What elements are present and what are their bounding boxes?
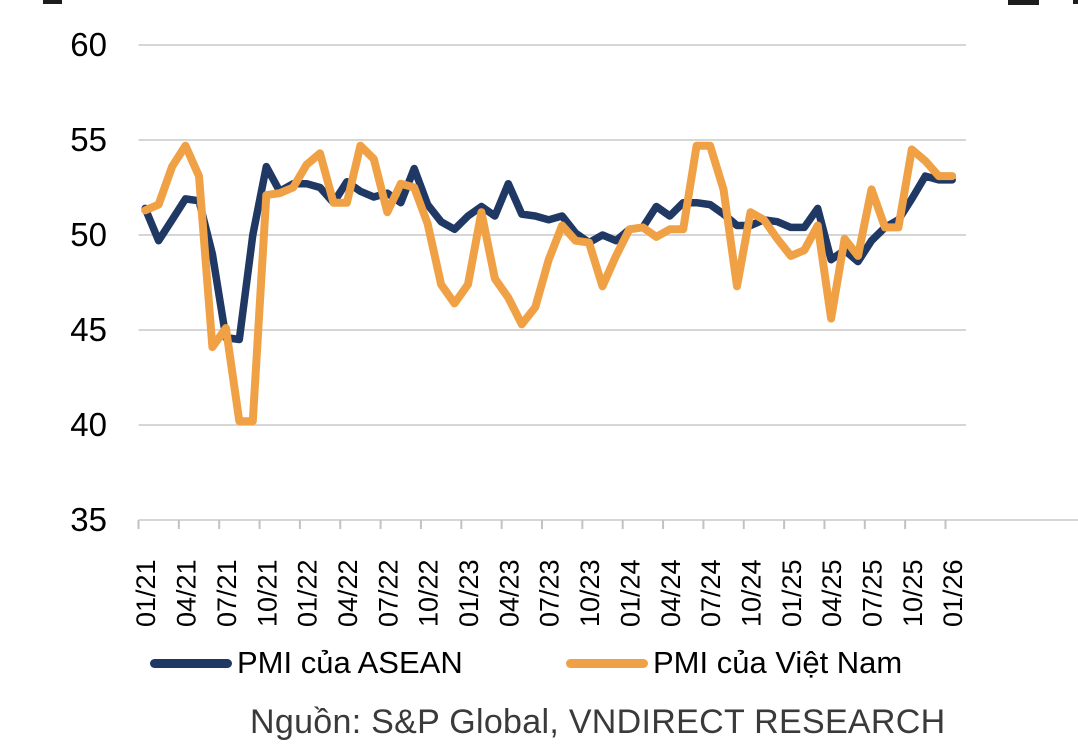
svg-text:04/22: 04/22 bbox=[333, 559, 363, 627]
svg-text:35: 35 bbox=[70, 501, 107, 538]
svg-text:01/23: 01/23 bbox=[454, 559, 484, 627]
pmi-line-chart: 60 55 50 45 40 35 01/21 04/21 07/21 10/21 01/22 04/… bbox=[70, 26, 1078, 627]
svg-text:07/21: 07/21 bbox=[212, 559, 242, 627]
svg-text:10/21: 10/21 bbox=[252, 559, 282, 627]
svg-text:07/22: 07/22 bbox=[373, 559, 403, 627]
svg-text:50: 50 bbox=[70, 216, 107, 253]
legend-label-asean: PMI của ASEAN bbox=[237, 645, 463, 680]
x-axis-ticks bbox=[137, 520, 947, 529]
svg-text:07/25: 07/25 bbox=[858, 559, 888, 627]
gridlines bbox=[138, 44, 1078, 521]
svg-text:04/23: 04/23 bbox=[494, 559, 524, 627]
vietnam-series-line bbox=[141, 141, 957, 426]
x-axis-labels: 01/21 04/21 07/21 10/21 01/22 04/22 07/22 10/22… bbox=[131, 559, 968, 627]
legend-item-asean: PMI của ASEAN bbox=[150, 645, 463, 680]
svg-text:01/21: 01/21 bbox=[131, 559, 161, 627]
svg-text:45: 45 bbox=[70, 311, 107, 348]
cropped-artifact-bar bbox=[43, 0, 62, 4]
svg-text:07/24: 07/24 bbox=[696, 559, 726, 627]
svg-text:01/22: 01/22 bbox=[293, 559, 323, 627]
svg-text:10/25: 10/25 bbox=[898, 559, 928, 627]
cropped-artifact-bar bbox=[1073, 0, 1078, 4]
svg-text:01/24: 01/24 bbox=[615, 559, 645, 627]
svg-text:10/22: 10/22 bbox=[414, 559, 444, 627]
vietnam-line-swatch bbox=[566, 658, 648, 668]
svg-text:10/24: 10/24 bbox=[736, 559, 766, 627]
svg-text:01/25: 01/25 bbox=[777, 559, 807, 627]
svg-text:55: 55 bbox=[70, 121, 107, 158]
asean-line-swatch bbox=[150, 658, 232, 668]
svg-text:40: 40 bbox=[70, 406, 107, 443]
cropped-artifact-bar bbox=[1008, 0, 1039, 5]
source-note: Nguồn: S&P Global, VNDIRECT RESEARCH bbox=[250, 703, 946, 741]
svg-text:01/26: 01/26 bbox=[938, 559, 968, 627]
legend-item-vietnam: PMI của Việt Nam bbox=[566, 645, 903, 680]
svg-text:04/25: 04/25 bbox=[817, 559, 847, 627]
svg-text:04/24: 04/24 bbox=[656, 559, 686, 627]
svg-text:10/23: 10/23 bbox=[575, 559, 605, 627]
legend-label-vietnam: PMI của Việt Nam bbox=[653, 645, 903, 680]
svg-text:04/21: 04/21 bbox=[172, 559, 202, 627]
svg-text:07/23: 07/23 bbox=[535, 559, 565, 627]
svg-text:60: 60 bbox=[70, 26, 107, 63]
y-axis-labels: 60 55 50 45 40 35 bbox=[70, 26, 107, 538]
